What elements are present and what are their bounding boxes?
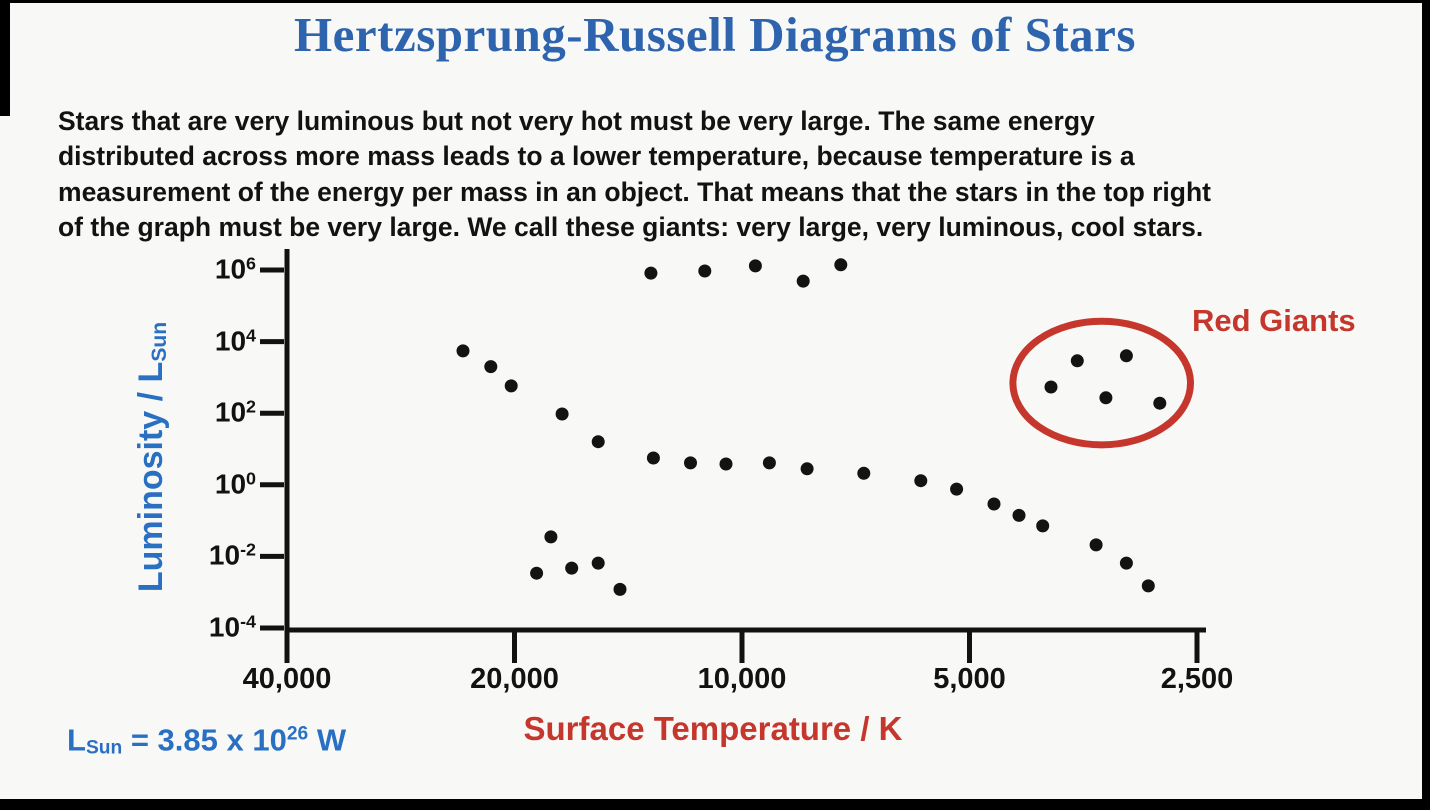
formula-unit: W	[308, 722, 347, 758]
red-giants-point	[1119, 349, 1133, 363]
main-sequence-point	[484, 360, 498, 374]
red-giants-point	[1099, 391, 1113, 405]
formula-exponent: 26	[286, 723, 309, 745]
intro-paragraph: Stars that are very luminous but not ver…	[58, 104, 1388, 246]
left-letterbox-bar	[0, 0, 10, 116]
y-tick-label: 102	[214, 396, 256, 428]
white-dwarfs-point	[613, 582, 627, 596]
main-sequence-point	[555, 407, 569, 421]
white-dwarfs-point	[544, 530, 558, 544]
paragraph-line: measurement of the energy per mass in an…	[58, 176, 1211, 207]
main-sequence-point	[1119, 556, 1133, 570]
paragraph-line: distributed across more mass leads to a …	[58, 141, 1135, 172]
x-tick-label: 2,500	[1160, 663, 1234, 695]
main-sequence-point	[950, 482, 964, 496]
bright-stars-point	[834, 258, 848, 272]
bright-stars-point	[644, 266, 658, 280]
paragraph-line: of the graph must be very large. We call…	[58, 212, 1204, 243]
top-letterbox-bar	[0, 0, 1430, 3]
formula-subscript: Sun	[85, 737, 123, 759]
red-giants-point	[1044, 380, 1058, 394]
main-sequence-point	[987, 497, 1001, 511]
main-sequence-point	[456, 344, 470, 358]
y-tick-label: 106	[214, 253, 256, 285]
main-sequence-point	[800, 462, 814, 476]
bottom-letterbox-bar	[0, 799, 1430, 810]
x-tick-label: 10,000	[697, 663, 787, 695]
right-letterbox-bar	[1422, 0, 1430, 810]
solar-luminosity-formula: LSun = 3.85 x 1026 W	[67, 722, 346, 759]
main-sequence-point	[914, 474, 928, 488]
white-dwarfs-point	[565, 561, 579, 575]
red-giants-point	[1070, 354, 1084, 368]
y-axis-title-text: Luminosity / L	[132, 361, 171, 593]
bright-stars-point	[698, 264, 712, 278]
paragraph-line: Stars that are very luminous but not ver…	[58, 105, 1095, 136]
white-dwarfs-point	[591, 556, 605, 570]
bright-stars-point	[748, 259, 762, 273]
main-sequence-point	[762, 456, 776, 470]
y-axis-title: Luminosity / LSun	[132, 322, 172, 592]
main-sequence-point	[1089, 538, 1103, 552]
main-sequence-point	[857, 466, 871, 480]
formula-symbol: L	[67, 722, 86, 758]
y-axis-title-subscript: Sun	[147, 321, 171, 362]
bright-stars-point	[796, 274, 810, 288]
red-giants-annotation-label: Red Giants	[1192, 303, 1356, 338]
x-axis-title: Surface Temperature / K	[523, 710, 903, 747]
main-sequence-point	[591, 435, 605, 449]
white-dwarfs-point	[530, 566, 544, 580]
main-sequence-point	[1036, 519, 1050, 533]
formula-value: = 3.85 x 10	[122, 722, 287, 758]
x-tick-label: 40,000	[242, 663, 332, 695]
page-title: Hertzsprung-Russell Diagrams of Stars	[294, 7, 1136, 62]
red-giants-point	[1153, 396, 1167, 410]
y-tick-label: 10-2	[208, 539, 256, 571]
y-tick-label: 10-4	[208, 611, 256, 643]
main-sequence-point	[646, 451, 660, 465]
x-tick-label: 5,000	[933, 663, 1006, 695]
main-sequence-point	[719, 457, 733, 471]
y-tick-label: 104	[214, 324, 256, 356]
main-sequence-point	[684, 456, 697, 470]
x-tick-label: 20,000	[470, 663, 559, 695]
red-giants-ellipse	[1009, 317, 1194, 449]
y-tick-label: 100	[214, 468, 256, 500]
main-sequence-point	[1141, 579, 1155, 593]
main-sequence-point	[1012, 508, 1026, 522]
main-sequence-point	[504, 379, 518, 393]
